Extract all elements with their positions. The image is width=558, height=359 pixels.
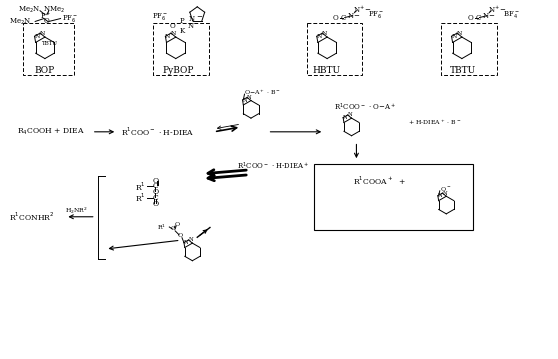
Text: R$^1$COO$^-$ · O$-$A$^+$: R$^1$COO$^-$ · O$-$A$^+$ [334,102,396,113]
Text: R$^1$: R$^1$ [135,192,146,204]
Text: PyBOP: PyBOP [162,66,194,75]
Text: PF$_6^-$: PF$_6^-$ [152,11,168,22]
Text: N: N [442,191,447,196]
Text: + H-DIEA$^+$ · B$^-$: + H-DIEA$^+$ · B$^-$ [408,118,462,127]
Text: P: P [179,18,184,25]
Text: N: N [184,240,189,245]
Text: O$-$A$^+$ · B$^-$: O$-$A$^+$ · B$^-$ [244,88,282,97]
Text: P$^+$: P$^+$ [40,10,51,21]
Text: PF$_6^-$: PF$_6^-$ [368,9,384,20]
Text: N: N [165,34,171,39]
Bar [315,164,473,230]
Text: BOP: BOP [35,66,55,75]
Bar [441,23,497,75]
Text: N: N [40,31,45,36]
Text: N: N [348,112,353,117]
Text: Me$_2$N: Me$_2$N [9,17,31,27]
Text: N: N [247,95,252,100]
Text: N: N [189,237,193,242]
Text: R$_4$COOH + DIEA: R$_4$COOH + DIEA [17,127,85,137]
Text: N: N [457,31,462,36]
Text: C: C [476,14,481,22]
Text: N$^{+}-$: N$^{+}-$ [488,5,507,15]
Text: R$^1$COO$^-$ · H-DIEA: R$^1$COO$^-$ · H-DIEA [122,126,195,138]
Text: N$^{+}-$: N$^{+}-$ [354,5,373,15]
Text: N: N [171,31,176,36]
Text: TBTU: TBTU [41,41,57,46]
Text: C: C [171,227,176,232]
Bar [23,23,74,75]
Text: N$-$: N$-$ [482,11,495,20]
Text: N: N [316,34,322,39]
Text: O: O [468,14,474,22]
Text: O: O [152,177,158,185]
Text: PF$_6^-$: PF$_6^-$ [62,13,79,24]
Text: HBTU: HBTU [312,66,340,75]
Text: N: N [189,14,194,23]
Text: N: N [322,31,328,36]
Text: BF$_4^-$: BF$_4^-$ [503,9,519,20]
Text: N: N [187,22,194,31]
Text: R$^1$: R$^1$ [157,222,166,232]
Text: O: O [333,14,339,22]
Text: O$^-$: O$^-$ [440,185,451,193]
Text: C: C [341,14,347,22]
Text: O: O [177,233,182,238]
Text: C: C [152,182,158,191]
Text: K: K [180,27,185,35]
Text: N: N [343,115,348,120]
Text: O: O [152,200,158,208]
Text: C: C [152,194,158,202]
Bar [307,23,362,75]
Text: NMe$_2$: NMe$_2$ [43,5,65,15]
Text: N$-$: N$-$ [347,11,360,20]
Text: Me$_2$N: Me$_2$N [18,5,41,15]
Text: N: N [451,34,456,39]
Text: TBTU: TBTU [450,66,476,75]
Text: O: O [152,188,158,196]
Text: $-$: $-$ [196,11,203,19]
Text: O: O [175,222,180,227]
Text: R$^1$COOA$^+$  +: R$^1$COOA$^+$ + [354,174,406,187]
Text: N: N [438,193,442,198]
Text: R$^1$COO$^-$ · H-DIEA$^+$: R$^1$COO$^-$ · H-DIEA$^+$ [237,160,310,172]
Text: N: N [34,34,40,39]
Text: H$_2$NR$^2$: H$_2$NR$^2$ [65,206,88,216]
Text: R$^1$CONHR$^2$: R$^1$CONHR$^2$ [9,211,55,223]
Text: R$^1$: R$^1$ [135,180,146,193]
Text: O: O [44,18,50,25]
Text: N: N [243,98,247,103]
Text: O: O [170,22,176,31]
Bar [153,23,209,75]
